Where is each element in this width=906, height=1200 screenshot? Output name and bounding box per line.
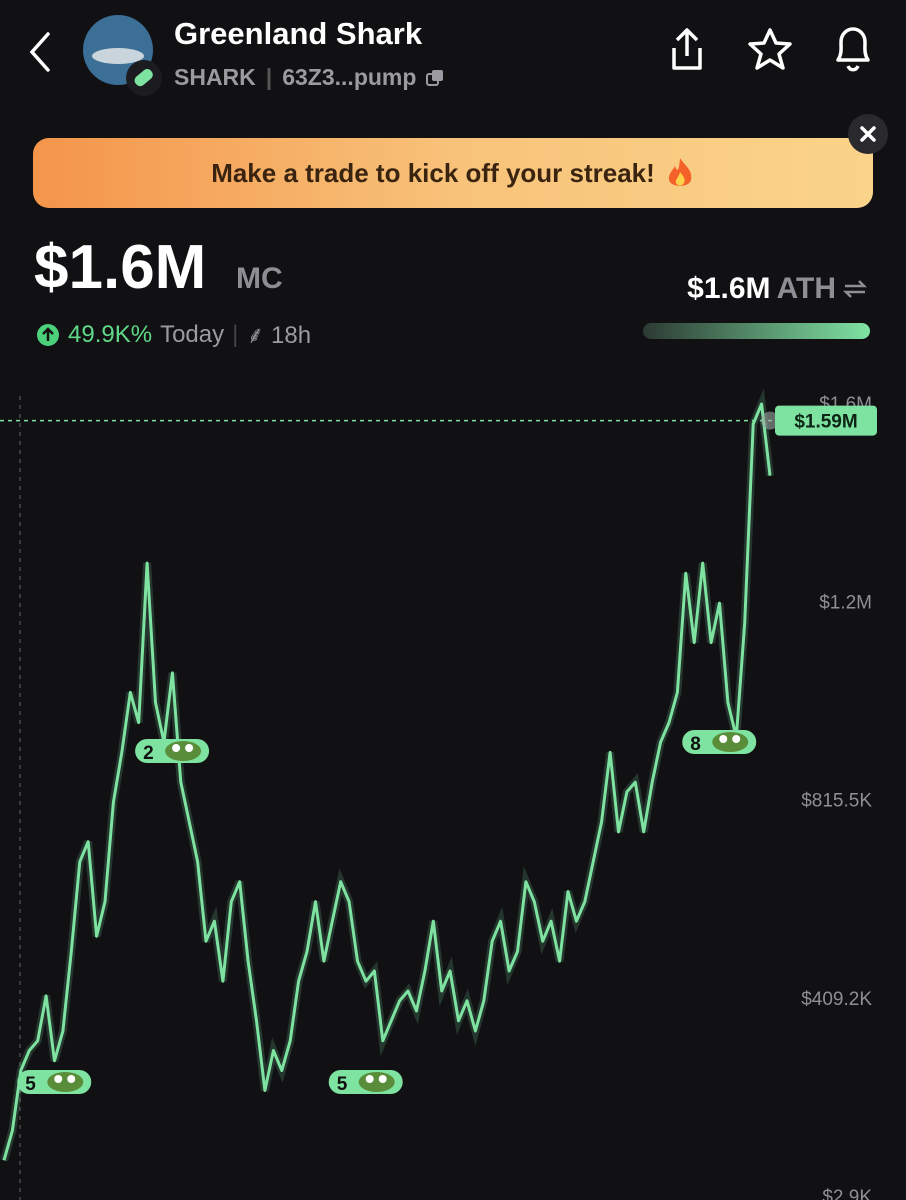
favorite-button[interactable] <box>746 26 794 74</box>
ath-value: $1.6M <box>687 272 771 305</box>
age-text: 18h <box>271 322 312 349</box>
frog-icon <box>712 732 749 752</box>
frog-icon <box>358 1072 395 1092</box>
address[interactable]: 63Z3...pump <box>282 64 417 90</box>
line-series <box>0 388 774 1162</box>
close-button[interactable] <box>848 114 888 154</box>
change-percent: 49.9K% <box>68 320 153 348</box>
up-icon <box>37 323 59 346</box>
frog-icon <box>165 741 202 761</box>
frog-icon <box>47 1072 84 1092</box>
trade-marker: 8 <box>682 730 757 755</box>
market-cap-unit: MC <box>236 262 283 295</box>
price-line <box>2 402 772 1161</box>
streak-banner[interactable]: Make a trade to kick off your streak! <box>33 138 873 208</box>
token-avatar <box>83 15 162 96</box>
banner-text: Make a trade to kick off your streak! <box>211 157 655 188</box>
back-button[interactable] <box>26 30 54 74</box>
price-tag <box>775 405 877 436</box>
ath-label: ATH <box>776 272 836 305</box>
token-name: Greenland Shark <box>174 16 423 51</box>
token-meta: SHARK | 63Z3...pump <box>174 64 444 91</box>
share-button[interactable] <box>666 26 708 74</box>
fire-icon <box>668 158 692 186</box>
swap-icon[interactable] <box>842 277 868 301</box>
price-line-glow <box>0 388 774 1162</box>
y-tick-label: $2.9K <box>822 1187 872 1200</box>
age: ⸙ 18h <box>246 322 312 349</box>
ath-row: $1.6M ATH <box>687 272 868 306</box>
market-cap: $1.6M <box>34 233 207 302</box>
period: Today <box>160 320 225 348</box>
divider: | <box>265 64 273 90</box>
back-icon <box>29 32 50 72</box>
y-tick-label: $409.2K <box>801 989 872 1010</box>
frog-eye <box>54 1075 63 1083</box>
current-price-dot <box>761 411 779 430</box>
price-tag-label: $1.59M <box>794 412 857 433</box>
y-tick-label: $1.2M <box>819 592 872 613</box>
trade-count: 8 <box>690 734 701 755</box>
frog-eye <box>185 744 194 752</box>
trade-count: 5 <box>25 1074 36 1095</box>
y-tick-label: $815.5K <box>801 791 872 812</box>
trade-marker: 5 <box>17 1070 92 1095</box>
copy-icon[interactable] <box>426 69 444 87</box>
ticker: SHARK <box>174 64 256 90</box>
trade-count: 5 <box>337 1074 348 1095</box>
frog-eye <box>732 735 741 743</box>
divider: | <box>232 320 239 348</box>
trade-marker: 5 <box>328 1070 403 1095</box>
frog-eye <box>172 744 181 752</box>
alert-button[interactable] <box>830 24 876 76</box>
trade-count: 2 <box>143 743 154 764</box>
change-row: 49.9K% Today | ⸙ 18h <box>36 318 311 351</box>
frog-eye <box>67 1075 76 1083</box>
frog-eye <box>378 1075 387 1083</box>
ath-progress <box>643 323 870 339</box>
frog-eye <box>365 1075 374 1083</box>
frog-eye <box>719 735 728 743</box>
trade-marker: 2 <box>135 739 210 764</box>
